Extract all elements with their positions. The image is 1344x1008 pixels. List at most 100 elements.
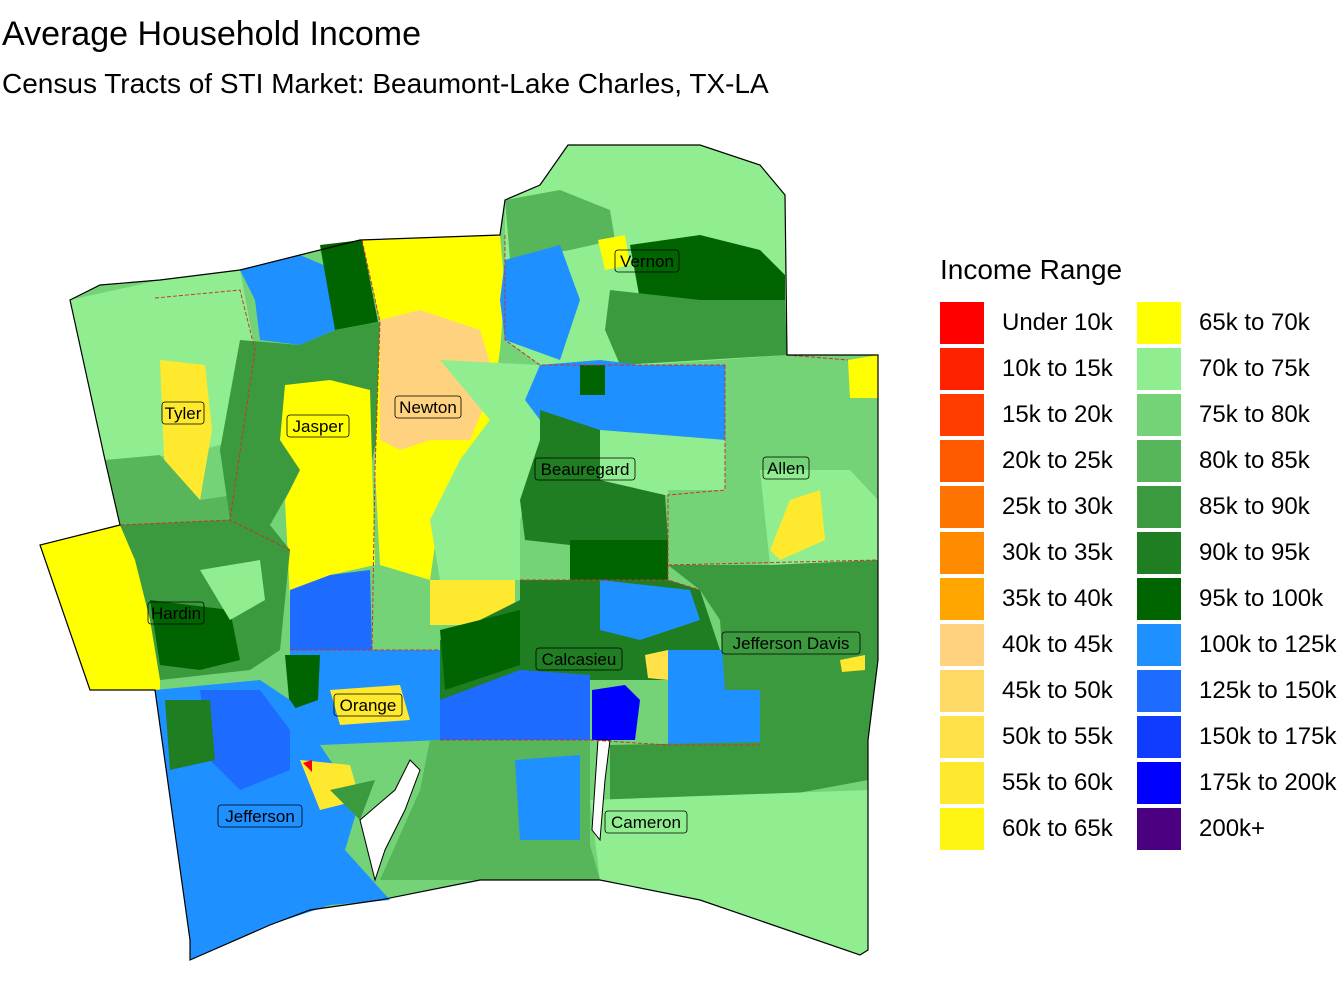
legend-label: 100k to 125k — [1199, 631, 1337, 658]
tract-region — [668, 650, 760, 745]
county-label-jasper: Jasper — [286, 414, 350, 438]
legend-swatch — [940, 532, 984, 574]
tract-region — [240, 255, 335, 345]
county-label-allen: Allen — [762, 456, 810, 480]
county-label-cameron: Cameron — [604, 810, 688, 834]
legend-swatch — [1137, 440, 1181, 482]
tract-region — [440, 670, 590, 740]
county-label-jefferson-davis: Jefferson Davis — [721, 631, 861, 655]
legend-swatch — [1137, 532, 1181, 574]
county-label-hardin: Hardin — [147, 601, 205, 625]
tract-region — [200, 690, 290, 790]
legend-label: 70k to 75k — [1199, 355, 1310, 382]
legend-label: 75k to 80k — [1199, 401, 1310, 428]
county-label-tyler: Tyler — [161, 401, 205, 425]
svg-text:Allen: Allen — [767, 459, 805, 478]
tract-region — [330, 685, 410, 725]
tract-region — [290, 570, 372, 650]
tract-regions — [40, 145, 878, 960]
legend-label: 55k to 60k — [1002, 769, 1113, 796]
legend-swatch — [940, 394, 984, 436]
tract-region — [580, 365, 605, 395]
tract-region — [40, 525, 160, 690]
svg-text:Calcasieu: Calcasieu — [542, 650, 617, 669]
tract-region — [303, 760, 312, 772]
legend-swatch — [940, 348, 984, 390]
tract-region — [505, 190, 615, 260]
legend-label: 65k to 70k — [1199, 309, 1310, 336]
tract-region — [770, 490, 825, 560]
tract-region — [525, 360, 725, 440]
map-title: Average Household Income — [2, 15, 421, 53]
tract-region — [440, 610, 520, 690]
tract-region — [380, 310, 495, 450]
legend-label: 25k to 30k — [1002, 493, 1113, 520]
legend-swatch — [940, 670, 984, 712]
legend-swatch — [1137, 486, 1181, 528]
tract-region — [645, 650, 668, 680]
county-label-jefferson: Jefferson — [217, 804, 303, 828]
legend-label: 175k to 200k — [1199, 769, 1337, 796]
tract-region — [668, 490, 750, 565]
tract-region — [330, 780, 375, 820]
tract-region — [500, 245, 580, 360]
legend-swatch — [1137, 624, 1181, 666]
svg-text:Beauregard: Beauregard — [541, 460, 630, 479]
tract-region — [280, 380, 375, 600]
legend-label: 200k+ — [1199, 815, 1266, 842]
legend-label: 80k to 85k — [1199, 447, 1310, 474]
tract-region — [668, 560, 878, 745]
legend-label: 35k to 40k — [1002, 585, 1113, 612]
tract-region — [200, 560, 265, 620]
legend-label: 60k to 65k — [1002, 815, 1113, 842]
legend-label: 10k to 15k — [1002, 355, 1113, 382]
svg-text:Newton: Newton — [399, 398, 457, 417]
svg-text:Jefferson Davis: Jefferson Davis — [733, 634, 850, 653]
legend-swatch — [940, 440, 984, 482]
legend-swatch — [940, 716, 984, 758]
legend-swatch — [1137, 716, 1181, 758]
legend-label: 95k to 100k — [1199, 585, 1324, 612]
tract-region — [320, 240, 378, 330]
tract-region — [600, 580, 700, 640]
tract-region — [160, 360, 212, 500]
legend-label: 20k to 25k — [1002, 447, 1113, 474]
legend-swatch — [1137, 348, 1181, 390]
legend-swatch — [1137, 578, 1181, 620]
tract-region — [600, 430, 725, 495]
svg-text:Vernon: Vernon — [620, 252, 674, 271]
tract-region — [598, 235, 630, 270]
county-label-calcasieu: Calcasieu — [535, 647, 623, 671]
lake — [359, 759, 421, 882]
legend-label: 85k to 90k — [1199, 493, 1310, 520]
tract-region — [605, 290, 787, 365]
tract-region — [285, 655, 320, 710]
tract-region — [570, 540, 668, 580]
legend-swatch — [940, 762, 984, 804]
tract-region — [630, 235, 785, 300]
legend-swatch — [1137, 394, 1181, 436]
tract-region — [150, 600, 240, 670]
legend-title: Income Range — [940, 254, 1123, 285]
legend-label: 30k to 35k — [1002, 539, 1113, 566]
legend-swatch — [1137, 302, 1181, 344]
tract-region — [840, 655, 865, 672]
svg-text:Orange: Orange — [340, 696, 397, 715]
county-label-beauregard: Beauregard — [534, 457, 636, 481]
county-label-orange: Orange — [333, 693, 403, 717]
legend-swatch — [1137, 762, 1181, 804]
map-subtitle: Census Tracts of STI Market: Beaumont-La… — [2, 68, 769, 99]
county-label-vernon: Vernon — [614, 249, 680, 273]
county-borders — [119, 235, 879, 746]
legend-swatch — [940, 624, 984, 666]
legend-label: 40k to 45k — [1002, 631, 1113, 658]
svg-text:Tyler: Tyler — [165, 404, 202, 423]
legend-label: 15k to 20k — [1002, 401, 1113, 428]
lake — [591, 739, 611, 842]
legend-swatch — [1137, 670, 1181, 712]
legend-swatch — [940, 578, 984, 620]
svg-text:Hardin: Hardin — [151, 604, 201, 623]
legend-swatch — [940, 486, 984, 528]
legend-label: 50k to 55k — [1002, 723, 1113, 750]
legend-swatch — [940, 302, 984, 344]
